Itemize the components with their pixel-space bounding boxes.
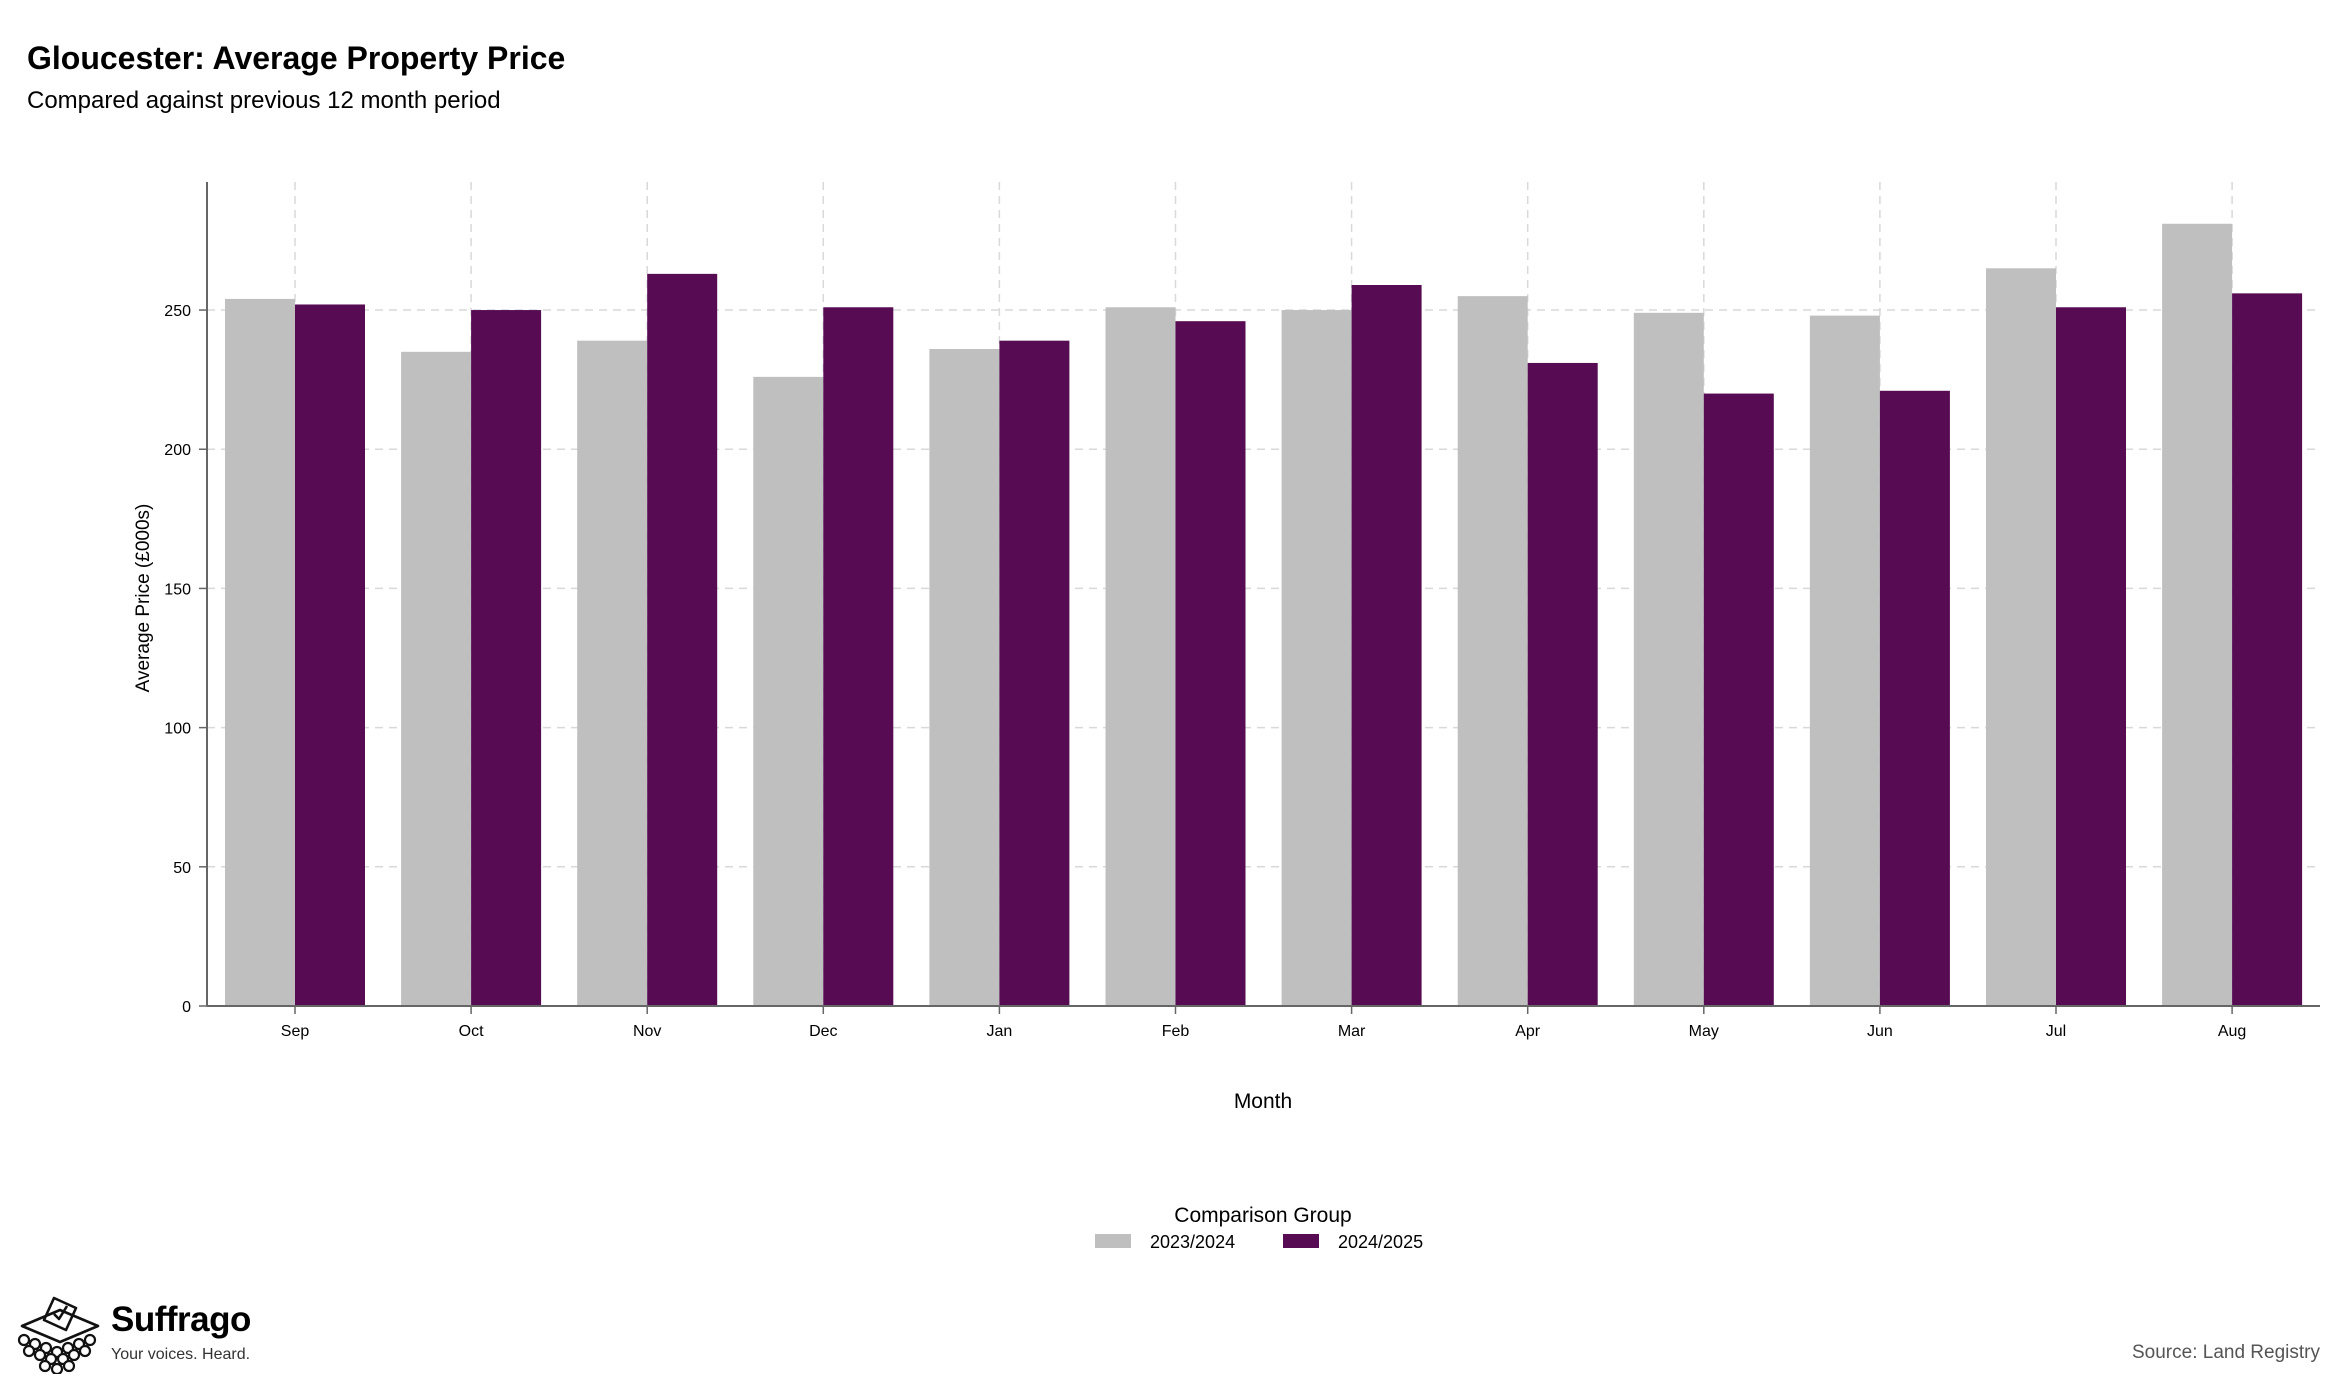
bar-2024-2025-nov <box>647 273 718 1006</box>
y-tick-label: 50 <box>173 860 191 877</box>
x-tick-label: Mar <box>1338 1023 1366 1040</box>
x-tick-label: May <box>1689 1023 1719 1040</box>
bar-2024-2025-aug <box>2232 293 2303 1007</box>
bar-2023-2024-apr <box>1457 296 1528 1006</box>
tick-labels: 0 50 100 150 200 250 Sep Oct Nov Dec Jan Feb Mar Apr M… <box>164 303 2246 1040</box>
legend-title: Comparison Group <box>1174 1204 1351 1227</box>
bar-2024-2025-dec <box>823 307 894 1006</box>
bar-2024-2025-jun <box>1879 390 1950 1006</box>
legend-label: 2024/2025 <box>1338 1232 1423 1252</box>
bar-2024-2025-may <box>1703 393 1774 1006</box>
legend-swatch <box>1283 1234 1319 1248</box>
x-tick-label: Sep <box>281 1023 310 1040</box>
y-tick-label: 200 <box>164 442 191 459</box>
x-tick-label: Jun <box>1867 1023 1893 1040</box>
bar-2024-2025-mar <box>1351 285 1422 1006</box>
source-note: Source: Land Registry <box>2132 1342 2320 1363</box>
y-tick-label: 250 <box>164 303 191 320</box>
bars <box>225 223 2303 1007</box>
y-tick-label: 0 <box>182 999 191 1016</box>
x-tick-label: Jan <box>987 1023 1013 1040</box>
legend-swatch <box>1095 1234 1131 1248</box>
x-tick-label: Nov <box>633 1023 661 1040</box>
bar-2023-2024-mar <box>1281 310 1352 1006</box>
chart-title: Gloucester: Average Property Price <box>27 40 566 76</box>
y-axis-title: Average Price (£000s) <box>133 504 154 693</box>
bar-2024-2025-apr <box>1527 362 1598 1007</box>
bar-2023-2024-oct <box>401 351 472 1007</box>
x-tick-label: Aug <box>2218 1023 2246 1040</box>
bar-2023-2024-may <box>1633 312 1704 1006</box>
legend: Comparison Group 2023/2024 2024/2025 <box>1095 1204 1423 1252</box>
legend-label: 2023/2024 <box>1150 1232 1235 1252</box>
bar-2024-2025-jan <box>999 340 1070 1007</box>
bar-2023-2024-aug <box>2162 223 2233 1006</box>
bar-2023-2024-feb <box>1105 307 1176 1006</box>
bar-2024-2025-feb <box>1175 321 1246 1006</box>
ballot-box-icon <box>17 1296 100 1374</box>
x-tick-label: Jul <box>2046 1023 2066 1040</box>
brand-name: Suffrago <box>111 1300 251 1339</box>
bar-2023-2024-jun <box>1809 315 1880 1007</box>
bar-2024-2025-sep <box>295 304 365 1007</box>
bar-2023-2024-dec <box>753 376 824 1006</box>
x-tick-label: Feb <box>1162 1023 1190 1040</box>
bar-2023-2024-jul <box>1986 268 2056 1006</box>
bar-2024-2025-oct <box>471 310 542 1006</box>
bar-2023-2024-nov <box>577 340 648 1007</box>
bar-2023-2024-jan <box>929 349 1000 1006</box>
bar-2024-2025-jul <box>2056 307 2126 1006</box>
y-tick-label: 150 <box>164 581 191 598</box>
x-tick-label: Apr <box>1515 1023 1541 1040</box>
brand-logo: Suffrago Your voices. Heard. <box>14 1294 274 1374</box>
y-tick-label: 100 <box>164 721 191 738</box>
x-tick-label: Dec <box>809 1023 837 1040</box>
bar-2023-2024-sep <box>225 298 295 1006</box>
x-axis-title: Month <box>1234 1090 1292 1113</box>
chart-subtitle: Compared against previous 12 month perio… <box>27 87 501 114</box>
brand-tagline: Your voices. Heard. <box>111 1346 251 1363</box>
axes <box>199 182 2320 1014</box>
x-tick-label: Oct <box>459 1023 484 1040</box>
